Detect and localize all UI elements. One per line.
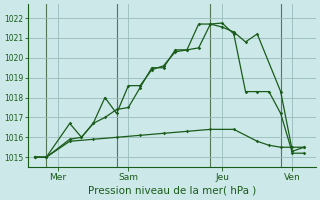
X-axis label: Pression niveau de la mer( hPa ): Pression niveau de la mer( hPa ) <box>88 186 256 196</box>
